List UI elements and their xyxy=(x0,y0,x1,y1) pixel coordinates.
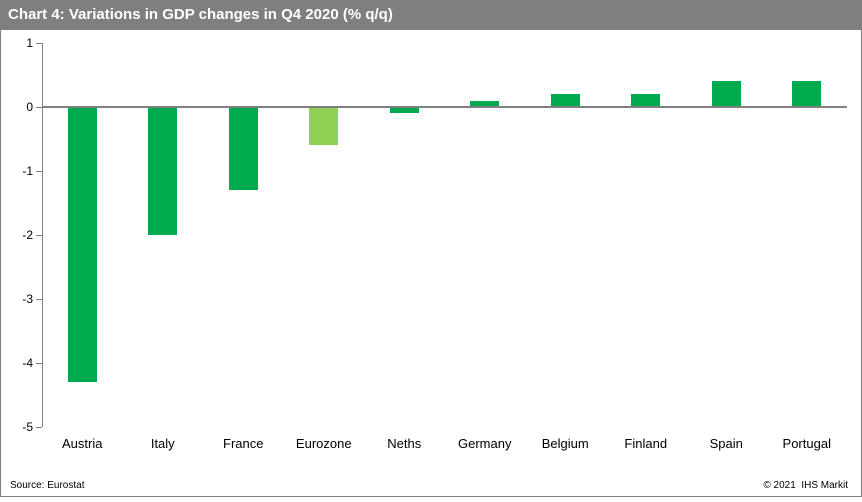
y-axis-tick xyxy=(36,427,42,428)
zero-baseline xyxy=(42,106,847,108)
x-axis-label-italy: Italy xyxy=(150,436,175,451)
x-axis-label-eurozone: Eurozone xyxy=(295,436,352,451)
y-axis-tick xyxy=(36,107,42,108)
y-axis-tick-label: -5 xyxy=(22,420,33,434)
bar-finland xyxy=(631,94,661,107)
x-axis-label-germany: Germany xyxy=(458,436,512,451)
y-axis-tick xyxy=(36,235,42,236)
y-axis-tick xyxy=(36,299,42,300)
y-axis-tick-label: 1 xyxy=(26,36,33,50)
x-axis-label-belgium: Belgium xyxy=(541,436,589,451)
y-axis-tick xyxy=(36,363,42,364)
chart-title: Chart 4: Variations in GDP changes in Q4… xyxy=(0,0,862,30)
y-axis-tick xyxy=(36,171,42,172)
x-axis-label-austria: Austria xyxy=(62,436,103,451)
x-axis-label-finland: Finland xyxy=(624,436,668,451)
y-axis-line xyxy=(42,43,43,427)
bar-belgium xyxy=(550,94,580,107)
bar-germany xyxy=(470,100,500,107)
y-axis-tick xyxy=(36,43,42,44)
x-axis-label-portugal: Portugal xyxy=(782,436,831,451)
bar-france xyxy=(228,107,258,191)
x-axis-label-france: France xyxy=(223,436,264,451)
bar-neths xyxy=(389,107,419,114)
y-axis-tick-label: -4 xyxy=(22,356,33,370)
y-axis-tick-label: 0 xyxy=(26,100,33,114)
y-axis-tick-label: -3 xyxy=(22,292,33,306)
bar-italy xyxy=(148,107,178,235)
y-axis-tick-label: -1 xyxy=(22,164,33,178)
bar-spain xyxy=(711,81,741,107)
bar-eurozone xyxy=(309,107,339,146)
x-axis-label-spain: Spain xyxy=(709,436,743,451)
bar-portugal xyxy=(792,81,822,107)
x-axis-label-neths: Neths xyxy=(387,436,422,451)
copyright-note: © 2021 IHS Markit xyxy=(763,480,848,491)
y-axis-tick-label: -2 xyxy=(22,228,33,242)
source-note: Source: Eurostat xyxy=(10,480,85,491)
bar-austria xyxy=(67,107,97,383)
